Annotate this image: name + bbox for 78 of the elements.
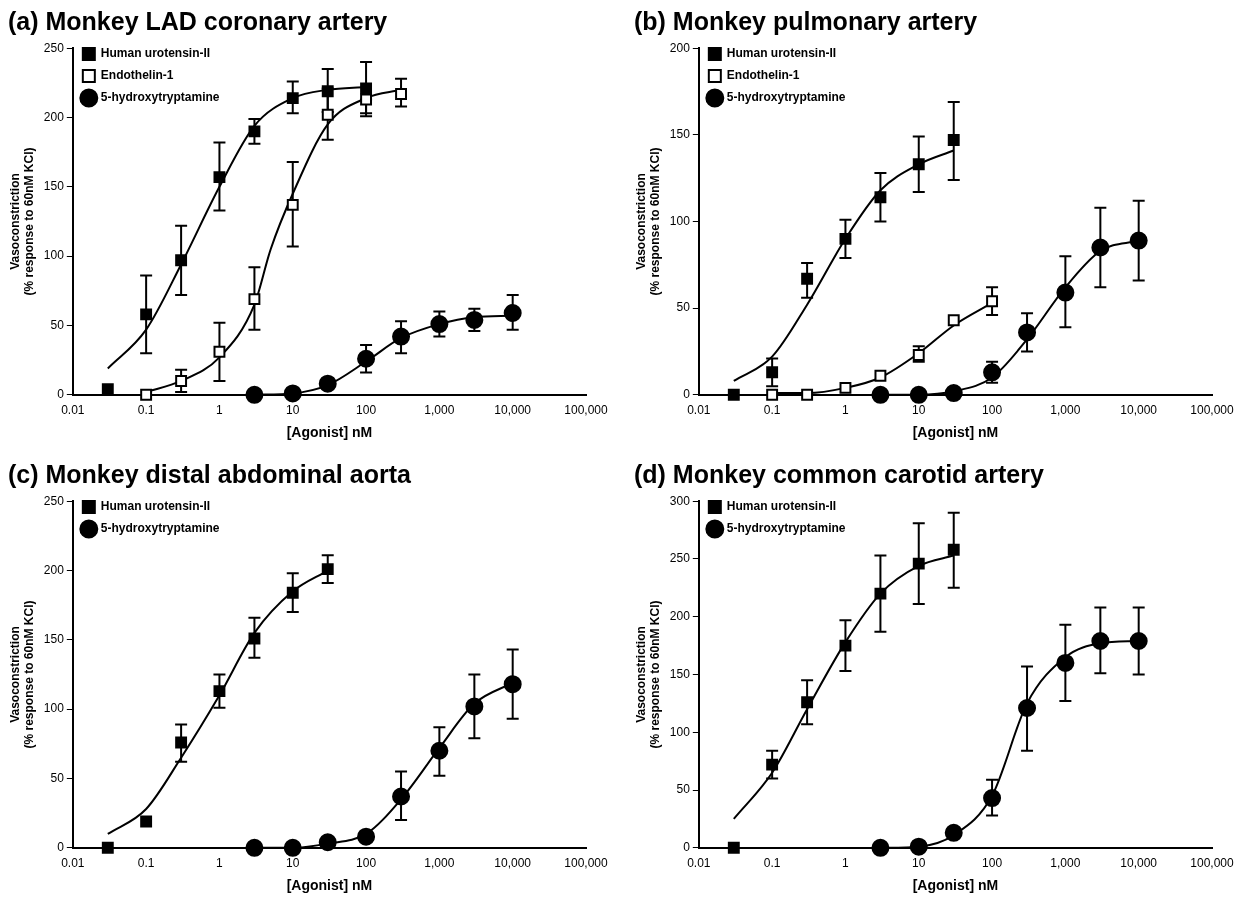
legend-label: Human urotensin-II (726, 46, 837, 61)
y-tick-label: 100 (669, 213, 691, 228)
y-tick-label: 200 (43, 109, 65, 124)
x-tick-label: 1 (842, 403, 850, 418)
y-tick-label: 200 (669, 609, 691, 624)
x-tick-label: 10,000 (494, 856, 532, 871)
legend-label: 5-hydroxytryptamine (726, 521, 846, 536)
y-tick-label: 50 (50, 317, 65, 332)
x-tick-label: 1,000 (424, 856, 455, 871)
y-tick-label: 0 (683, 387, 691, 402)
x-tick-label: 100,000 (564, 403, 609, 418)
x-tick-label: 10,000 (1120, 403, 1158, 418)
legend-label: Endothelin-1 (100, 68, 174, 83)
legend-label: Human urotensin-II (100, 499, 211, 514)
x-tick-label: 0.1 (763, 856, 781, 871)
y-axis-title: Vasoconstriction (% response to 60nM KCl) (633, 600, 662, 749)
x-tick-label: 10,000 (1120, 856, 1158, 871)
x-tick-label: 10 (912, 403, 926, 418)
y-tick-label: 150 (669, 127, 691, 142)
x-tick-label: 1,000 (1050, 856, 1081, 871)
y-tick-label: 0 (57, 840, 65, 855)
x-tick-label: 0.1 (763, 403, 781, 418)
x-tick-label: 1 (216, 403, 224, 418)
x-tick-label: 0.1 (137, 856, 155, 871)
x-tick-label: 0.01 (687, 856, 711, 871)
y-tick-label: 50 (676, 782, 691, 797)
y-tick-label: 200 (669, 40, 691, 55)
y-tick-label: 0 (57, 387, 65, 402)
y-tick-label: 300 (669, 493, 691, 508)
legend-label: 5-hydroxytryptamine (726, 90, 846, 105)
y-tick-label: 0 (683, 840, 691, 855)
x-tick-label: 1,000 (424, 403, 455, 418)
legend-label: 5-hydroxytryptamine (100, 90, 220, 105)
x-axis-title: [Agonist] nM (286, 424, 373, 441)
legend-label: Human urotensin-II (100, 46, 211, 61)
x-tick-label: 100 (356, 403, 377, 418)
x-tick-label: 0.01 (61, 856, 85, 871)
chart-title: (c) Monkey distal abdominal aorta (8, 459, 412, 490)
x-tick-label: 100 (982, 856, 1003, 871)
x-tick-label: 100,000 (564, 856, 609, 871)
x-tick-label: 0.01 (61, 403, 85, 418)
x-tick-label: 100,000 (1190, 856, 1235, 871)
x-tick-label: 1,000 (1050, 403, 1081, 418)
y-axis-title: Vasoconstriction (% response to 60nM KCl) (633, 147, 662, 296)
legend-label: 5-hydroxytryptamine (100, 521, 220, 536)
y-tick-label: 150 (43, 632, 65, 647)
x-tick-label: 1 (216, 856, 224, 871)
x-axis-title: [Agonist] nM (286, 877, 373, 894)
y-tick-label: 100 (43, 248, 65, 263)
chart-title: (a) Monkey LAD coronary artery (8, 6, 389, 37)
x-tick-label: 10 (286, 856, 300, 871)
y-tick-label: 150 (43, 179, 65, 194)
x-tick-label: 10,000 (494, 403, 532, 418)
y-tick-label: 200 (43, 562, 65, 577)
y-tick-label: 150 (669, 666, 691, 681)
x-tick-label: 1 (842, 856, 850, 871)
x-tick-label: 0.1 (137, 403, 155, 418)
y-tick-label: 250 (43, 493, 65, 508)
x-axis-title: [Agonist] nM (912, 424, 999, 441)
x-tick-label: 10 (286, 403, 300, 418)
legend-label: Human urotensin-II (726, 499, 837, 514)
y-tick-label: 250 (43, 40, 65, 55)
legend-label: Endothelin-1 (726, 68, 800, 83)
x-tick-label: 100 (356, 856, 377, 871)
x-tick-label: 10 (912, 856, 926, 871)
y-tick-label: 100 (43, 701, 65, 716)
y-axis-title: Vasoconstriction (% response to 60nM KCl) (7, 600, 36, 749)
chart-title: (b) Monkey pulmonary artery (634, 6, 979, 37)
y-tick-label: 50 (676, 300, 691, 315)
y-tick-label: 50 (50, 770, 65, 785)
x-axis-title: [Agonist] nM (912, 877, 999, 894)
x-tick-label: 100 (982, 403, 1003, 418)
chart-title: (d) Monkey common carotid artery (634, 459, 1045, 490)
y-tick-label: 250 (669, 551, 691, 566)
x-tick-label: 0.01 (687, 403, 711, 418)
y-tick-label: 100 (669, 724, 691, 739)
y-axis-title: Vasoconstriction (% response to 60nM KCl) (7, 147, 36, 296)
x-tick-label: 100,000 (1190, 403, 1235, 418)
